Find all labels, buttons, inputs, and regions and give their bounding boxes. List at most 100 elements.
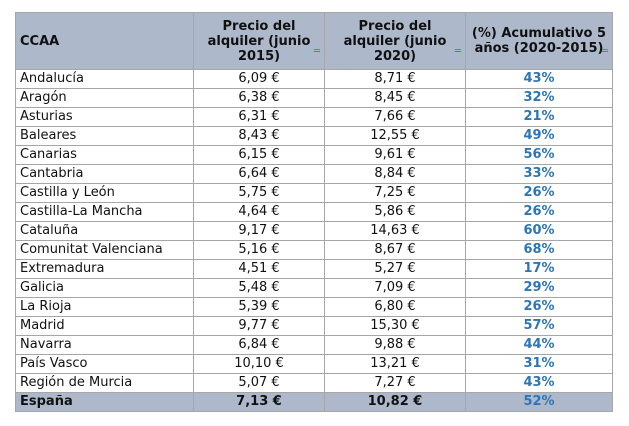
column-header: (%) Acumulativo 5 años (2020-2015) ═: [465, 12, 613, 70]
price-2020-cell: 7,09 €: [324, 278, 466, 298]
percent-cell: 21%: [465, 107, 613, 127]
region-cell: Comunitat Valenciana: [15, 240, 194, 260]
price-2015-cell: 4,64 €: [193, 202, 325, 222]
header-label: Precio del alquiler (junio 2015): [207, 18, 311, 64]
price-2015-cell: 5,16 €: [193, 240, 325, 260]
table-row: Madrid 9,77 €15,30 €57%: [15, 316, 613, 336]
price-2015-cell: 9,77 €: [193, 316, 325, 336]
table-row: Región de Murcia 5,07 €7,27 €43%: [15, 373, 613, 393]
region-cell: Cataluña: [15, 221, 194, 241]
price-2015-cell: 6,64 €: [193, 164, 325, 184]
price-2015-cell: 5,48 €: [193, 278, 325, 298]
percent-cell: 26%: [465, 297, 613, 317]
price-2015-cell: 9,17 €: [193, 221, 325, 241]
price-2020-cell: 15,30 €: [324, 316, 466, 336]
table-row: Baleares 8,43 €12,55 €49%: [15, 126, 613, 146]
region-cell: País Vasco: [15, 354, 194, 374]
price-2020-cell: 7,27 €: [324, 373, 466, 393]
price-2015-cell: 5,39 €: [193, 297, 325, 317]
price-2015-cell: 8,43 €: [193, 126, 325, 146]
percent-cell: 26%: [465, 202, 613, 222]
price-2020-cell: 10,82 €: [324, 392, 466, 412]
region-cell: Baleares: [15, 126, 194, 146]
region-cell: Asturias: [15, 107, 194, 127]
region-cell: Extremadura: [15, 259, 194, 279]
price-2020-cell: 12,55 €: [324, 126, 466, 146]
table-row: Galicia 5,48 €7,09 €29%: [15, 278, 613, 298]
rent-price-table: CCAA Precio del alquiler (junio 2015) ═ Pre…: [15, 12, 613, 412]
price-2020-cell: 7,25 €: [324, 183, 466, 203]
table-row: País Vasco 10,10 €13,21 €31%: [15, 354, 613, 374]
price-2020-cell: 9,61 €: [324, 145, 466, 165]
percent-cell: 57%: [465, 316, 613, 336]
percent-cell: 43%: [465, 69, 613, 89]
percent-cell: 44%: [465, 335, 613, 355]
region-cell: Castilla y León: [15, 183, 194, 203]
percent-cell: 26%: [465, 183, 613, 203]
price-2020-cell: 9,88 €: [324, 335, 466, 355]
price-2020-cell: 13,21 €: [324, 354, 466, 374]
price-2015-cell: 7,13 €: [193, 392, 325, 412]
price-2020-cell: 5,27 €: [324, 259, 466, 279]
percent-cell: 29%: [465, 278, 613, 298]
price-2020-cell: 8,84 €: [324, 164, 466, 184]
price-2015-cell: 6,15 €: [193, 145, 325, 165]
region-cell: Andalucía: [15, 69, 194, 89]
table-row: Canarias 6,15 €9,61 €56%: [15, 145, 613, 165]
price-2015-cell: 4,51 €: [193, 259, 325, 279]
price-2020-cell: 5,86 €: [324, 202, 466, 222]
percent-cell: 68%: [465, 240, 613, 260]
price-2015-cell: 6,38 €: [193, 88, 325, 108]
price-2020-cell: 8,67 €: [324, 240, 466, 260]
price-2020-cell: 6,80 €: [324, 297, 466, 317]
price-2020-cell: 14,63 €: [324, 221, 466, 241]
column-header: Precio del alquiler (junio 2015) ═: [193, 12, 325, 70]
percent-cell: 52%: [465, 392, 613, 412]
region-cell: Cantabria: [15, 164, 194, 184]
region-cell: Región de Murcia: [15, 373, 194, 393]
percent-cell: 31%: [465, 354, 613, 374]
price-2015-cell: 10,10 €: [193, 354, 325, 374]
column-header: CCAA: [15, 12, 194, 70]
table-row: Castilla y León 5,75 €7,25 €26%: [15, 183, 613, 203]
table-row: Castilla-La Mancha 4,64 €5,86 €26%: [15, 202, 613, 222]
price-2020-cell: 8,71 €: [324, 69, 466, 89]
header-label: CCAA: [20, 33, 60, 49]
price-2015-cell: 5,07 €: [193, 373, 325, 393]
percent-cell: 33%: [465, 164, 613, 184]
percent-cell: 17%: [465, 259, 613, 279]
percent-cell: 32%: [465, 88, 613, 108]
table-row: La Rioja 5,39 €6,80 €26%: [15, 297, 613, 317]
region-cell: Canarias: [15, 145, 194, 165]
table-row: Navarra 6,84 €9,88 €44%: [15, 335, 613, 355]
price-2015-cell: 6,84 €: [193, 335, 325, 355]
price-2020-cell: 7,66 €: [324, 107, 466, 127]
region-cell: Galicia: [15, 278, 194, 298]
percent-cell: 56%: [465, 145, 613, 165]
table-row: Aragón 6,38 €8,45 €32%: [15, 88, 613, 108]
header-label: Precio del alquiler (junio 2020): [343, 18, 447, 64]
price-2020-cell: 8,45 €: [324, 88, 466, 108]
column-header: Precio del alquiler (junio 2020) ═: [324, 12, 466, 70]
region-cell: Castilla-La Mancha: [15, 202, 194, 222]
region-cell: España: [15, 392, 194, 412]
table-row: Cataluña 9,17 €14,63 €60%: [15, 221, 613, 241]
region-cell: Madrid: [15, 316, 194, 336]
table-row: Comunitat Valenciana 5,16 €8,67 €68%: [15, 240, 613, 260]
price-2015-cell: 6,09 €: [193, 69, 325, 89]
region-cell: Aragón: [15, 88, 194, 108]
table-row: Extremadura 4,51 €5,27 €17%: [15, 259, 613, 279]
total-row: España 7,13 €10,82 €52%: [15, 392, 613, 412]
table-row: Andalucía 6,09 €8,71 €43%: [15, 69, 613, 89]
price-2015-cell: 5,75 €: [193, 183, 325, 203]
anchor-marker-icon: ═: [601, 46, 608, 57]
header-label: (%) Acumulativo 5 años (2020-2015): [471, 26, 607, 56]
percent-cell: 60%: [465, 221, 613, 241]
price-2015-cell: 6,31 €: [193, 107, 325, 127]
region-cell: La Rioja: [15, 297, 194, 317]
table-row: Asturias 6,31 €7,66 €21%: [15, 107, 613, 127]
percent-cell: 49%: [465, 126, 613, 146]
table-row: Cantabria 6,64 €8,84 €33%: [15, 164, 613, 184]
region-cell: Navarra: [15, 335, 194, 355]
anchor-marker-icon: ═: [454, 46, 461, 57]
